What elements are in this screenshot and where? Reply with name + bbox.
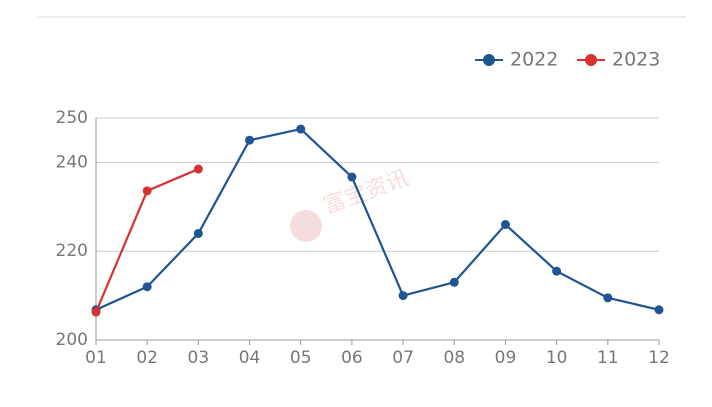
x-tick-label: 08 [443,348,465,368]
point [654,305,664,315]
y-tick-label: 240 [56,152,88,172]
point [347,172,357,182]
x-tick-label: 02 [136,348,158,368]
x-tick-label: 05 [290,348,312,368]
x-tick-label: 10 [546,348,568,368]
legend-label: 2023 [612,49,660,71]
point [398,291,408,301]
watermark-logo [290,210,322,242]
point [245,135,255,145]
y-tick-label: 250 [56,108,88,128]
point [193,164,203,174]
x-tick-label: 09 [495,348,517,368]
point [296,124,306,134]
point [142,282,152,292]
x-tick-label: 12 [648,348,670,368]
line [95,127,660,311]
legend-marker [483,54,495,66]
x-tick-label: 01 [85,348,107,368]
x-tick-label: 04 [239,348,261,368]
point [603,293,613,303]
y-tick-label: 220 [56,241,88,261]
x-tick-label: 07 [392,348,414,368]
x-tick-label: 03 [188,348,210,368]
point [193,228,203,238]
point [142,186,152,196]
legend-label: 2022 [510,49,558,71]
point [91,307,101,317]
y-tick-label: 200 [56,330,88,350]
x-tick-label: 06 [341,348,363,368]
point [449,277,459,287]
x-tick-label: 11 [597,348,619,368]
point [552,266,562,276]
point [500,220,510,230]
legend-marker [585,54,597,66]
